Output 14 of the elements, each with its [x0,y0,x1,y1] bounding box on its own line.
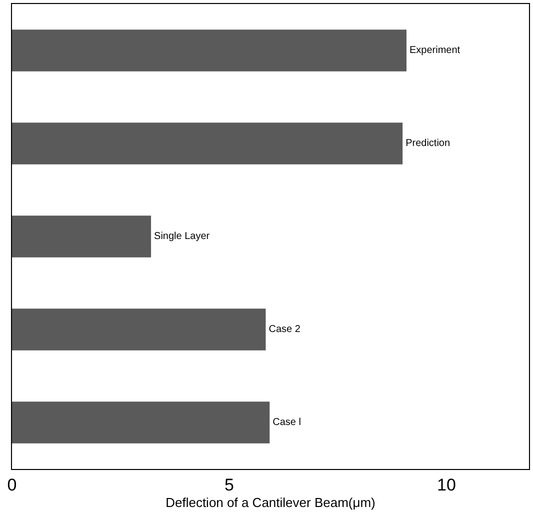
x-tick-label: 10 [436,475,456,494]
bar [12,216,152,258]
bar [12,402,270,444]
x-tick-label: 0 [7,475,17,494]
y-tick-label: Case l [272,417,301,428]
x-tick-label: 5 [224,475,234,494]
bar [12,30,406,72]
bar [12,122,403,164]
x-axis-title: Deflection of a Cantilever Beam(μm) [166,495,376,510]
y-tick-label: Prediction [406,138,450,150]
y-tick-label: Case 2 [268,324,301,336]
y-tick-label: Single Layer [154,231,210,242]
y-tick-label: Experiment [409,45,460,56]
bar [12,308,266,350]
